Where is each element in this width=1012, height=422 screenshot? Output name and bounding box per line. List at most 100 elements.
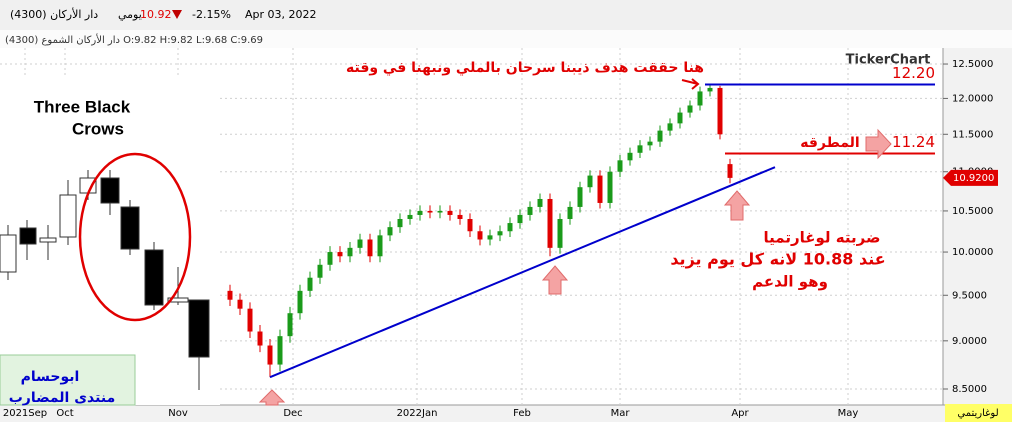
y-tick-label: 11.5000 (952, 129, 993, 140)
y-axis-panel (943, 48, 1012, 405)
x-tick-label: 2021Sep (3, 408, 47, 419)
x-tick-label: May (838, 408, 859, 419)
candle-body (417, 210, 423, 215)
last-price-label: 10.9200 (953, 173, 994, 184)
x-tick-label: 2022Jan (397, 408, 438, 419)
candle-body (507, 223, 513, 232)
candle-body (547, 198, 553, 248)
y-tick-label: 12.5000 (952, 59, 993, 70)
legend-bar (0, 30, 1012, 48)
y-tick-label: 9.5000 (952, 290, 987, 301)
drawn-line (269, 166, 776, 379)
top-bar (0, 0, 1012, 30)
x-tick-label: Mar (611, 408, 631, 419)
candle-body (707, 87, 713, 92)
x-tick-label: Feb (513, 408, 531, 419)
candle-body (557, 219, 563, 248)
highlight-ellipse (78, 152, 192, 322)
inset-panel (0, 75, 220, 405)
candle-body (257, 331, 263, 346)
candle-body (527, 206, 533, 215)
candle-body (637, 145, 643, 153)
pointer-arrow (681, 78, 700, 90)
legend: دار الأركان الشموع (4300) O:9.82 H:9.82 … (5, 33, 263, 46)
candle-body (277, 336, 283, 365)
candle-body (717, 87, 723, 135)
candle-body (457, 214, 463, 220)
marks: 12.20 11.24 10.9200 (227, 64, 998, 379)
candle-body (437, 210, 443, 213)
annotation: عند 10.88 لانه كل يوم يزيد (670, 250, 885, 269)
logo: TickerChart (846, 53, 931, 68)
candle-body (407, 214, 413, 220)
candle-body (587, 175, 593, 188)
annotation: ضربته لوغارتميا (764, 229, 881, 247)
line-label: 12.20 (892, 64, 935, 82)
y-tick-label: 10.5000 (952, 206, 993, 217)
candle-body (607, 171, 613, 203)
arrows (258, 128, 892, 406)
candle-body (597, 175, 603, 203)
candle-body (517, 214, 523, 224)
inset-title: Crows (72, 119, 124, 138)
annotation: وهو الدعم (752, 273, 828, 291)
annotation: هنا حققت هدف ذيبنا سرحان بالملي ونبهنا ف… (346, 60, 704, 76)
candle-body (627, 152, 633, 161)
candle-body (727, 164, 733, 178)
last-price-tag (943, 169, 998, 186)
candle-body (657, 130, 663, 142)
candle-body (357, 239, 363, 248)
candle-body (227, 290, 233, 300)
candle-body (447, 210, 453, 215)
inset-candles (0, 170, 210, 390)
candle-body (377, 235, 383, 257)
candle-body (367, 239, 373, 257)
inset-title: Three Black (34, 97, 131, 116)
y-tick-label: 8.5000 (952, 384, 987, 395)
signature-box (0, 354, 136, 406)
candle-body (337, 252, 343, 257)
line-label: 11.24 (892, 133, 935, 151)
candle-body (247, 308, 253, 332)
x-axis-panel (0, 405, 1012, 422)
candle-body (567, 206, 573, 220)
signature: ابوحسام (21, 369, 80, 385)
down-triangle (172, 10, 182, 19)
candle-body (287, 313, 293, 337)
annotation: المطرقه (800, 135, 859, 151)
x-tick-label: Nov (168, 408, 188, 419)
scale-box[interactable] (945, 404, 1012, 422)
candle-body (317, 264, 323, 278)
candle-body (497, 231, 503, 236)
candle-body (667, 123, 673, 131)
change: -2.15% (192, 8, 231, 21)
price: 10.92 (140, 8, 172, 21)
scale-label[interactable]: لوغاريتمي (957, 408, 998, 419)
candle-body (677, 112, 683, 124)
candle-body (577, 187, 583, 207)
candle-body (347, 247, 353, 257)
date: Apr 03, 2022 (245, 8, 317, 21)
x-tick-label: Apr (731, 408, 749, 419)
candle-body (697, 91, 703, 106)
y-tick-label: 10.0000 (952, 247, 993, 258)
candle-body (387, 227, 393, 236)
grid: 8.50009.00009.500010.000010.500011.00001… (0, 48, 993, 419)
x-tick-label: Oct (56, 408, 73, 419)
candle-body (487, 235, 493, 240)
candle-body (297, 290, 303, 314)
period: يومي (118, 8, 142, 21)
candle-body (537, 198, 543, 207)
candle-body (467, 219, 473, 232)
candle-body (427, 210, 433, 213)
candle-body (647, 141, 653, 146)
candle-body (617, 160, 623, 172)
candle-body (327, 252, 333, 265)
y-tick-label: 9.0000 (952, 336, 987, 347)
candle-body (687, 105, 693, 113)
symbol: دار الأركان (4300) (10, 7, 98, 21)
x-tick-label: Dec (283, 408, 302, 419)
candle-body (267, 345, 273, 365)
